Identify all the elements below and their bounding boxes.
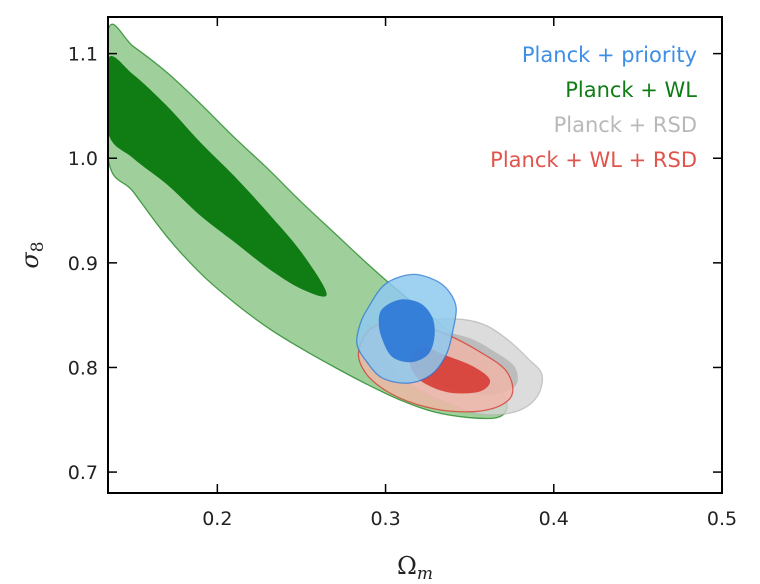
svg-text:σ8: σ8 bbox=[16, 241, 48, 268]
contour-layer bbox=[108, 23, 544, 420]
y-tick-label: 1.0 bbox=[68, 148, 98, 170]
legend-entry-planck-wl: Planck + WL bbox=[565, 78, 697, 102]
x-tick-label: 0.4 bbox=[539, 508, 569, 530]
x-tick-label: 0.3 bbox=[370, 508, 400, 530]
legend-entry-planck-rsd: Planck + RSD bbox=[554, 113, 697, 137]
tick-layer: 0.2 0.3 0.4 0.5 0.7 0.8 0.9 1.0 1.1 bbox=[68, 17, 737, 530]
contour-inner-planck-priority bbox=[378, 299, 435, 363]
legend-entry-planck-wl-rsd: Planck + WL + RSD bbox=[490, 148, 697, 172]
y-tick-label: 0.7 bbox=[68, 462, 98, 484]
y-tick-label: 0.8 bbox=[68, 357, 98, 379]
x-tick-label: 0.2 bbox=[202, 508, 232, 530]
y-tick-label: 1.1 bbox=[68, 44, 98, 66]
legend-entry-planck-priority: Planck + priority bbox=[522, 43, 697, 67]
y-tick-label: 0.9 bbox=[68, 253, 98, 275]
x-axis-label: Ωm bbox=[397, 552, 433, 584]
y-axis-label: σ8 bbox=[16, 241, 48, 268]
contour-inner-planck-wl bbox=[108, 56, 327, 297]
legend: Planck + priority Planck + WL Planck + RSD… bbox=[490, 43, 697, 172]
x-tick-label: 0.5 bbox=[707, 508, 737, 530]
plot-frame bbox=[107, 16, 723, 494]
